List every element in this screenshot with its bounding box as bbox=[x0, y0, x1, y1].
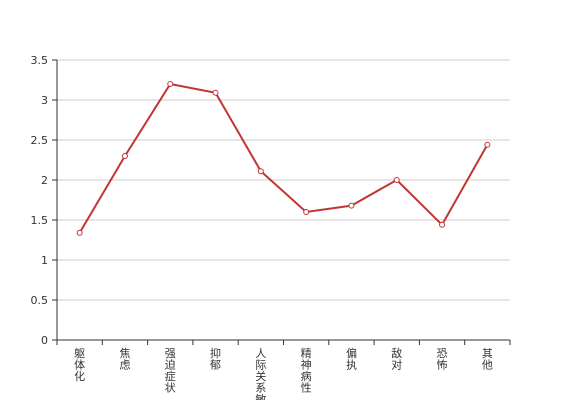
point bbox=[393, 177, 400, 183]
x-tick-label: 偏执 bbox=[346, 346, 357, 372]
x-tick-label: 敌对 bbox=[391, 346, 402, 372]
y-tick-label: 3.5 bbox=[31, 54, 49, 67]
point bbox=[439, 221, 446, 228]
y-tick-label: 1 bbox=[41, 254, 48, 267]
point bbox=[257, 168, 264, 175]
point bbox=[212, 89, 219, 96]
y-tick-label: 3 bbox=[41, 94, 48, 107]
point bbox=[76, 229, 83, 236]
point bbox=[348, 202, 355, 209]
x-tick-label: 焦虑 bbox=[119, 347, 130, 372]
point bbox=[484, 141, 491, 148]
y-tick-label: 1.5 bbox=[31, 214, 49, 227]
x-tick-label: 精神病性 bbox=[301, 347, 312, 395]
y-tick-label: 0.5 bbox=[31, 294, 49, 307]
x-tick-label: 其他 bbox=[482, 347, 493, 372]
x-tick-label: 躯体化 bbox=[74, 347, 85, 383]
y-tick-label: 2 bbox=[41, 174, 48, 187]
y-tick-label: 2.5 bbox=[31, 134, 49, 147]
point bbox=[121, 153, 128, 159]
y-tick-label: 0 bbox=[41, 334, 48, 347]
x-tick-label: 恐怖 bbox=[437, 347, 448, 372]
point bbox=[303, 209, 310, 215]
line bbox=[78, 82, 489, 234]
x-tick-label: 强迫症状 bbox=[165, 347, 176, 395]
x-tick-label: 人际关系敏感 bbox=[255, 347, 266, 400]
x-tick-label: 抑郁 bbox=[210, 346, 221, 372]
point bbox=[167, 81, 174, 87]
